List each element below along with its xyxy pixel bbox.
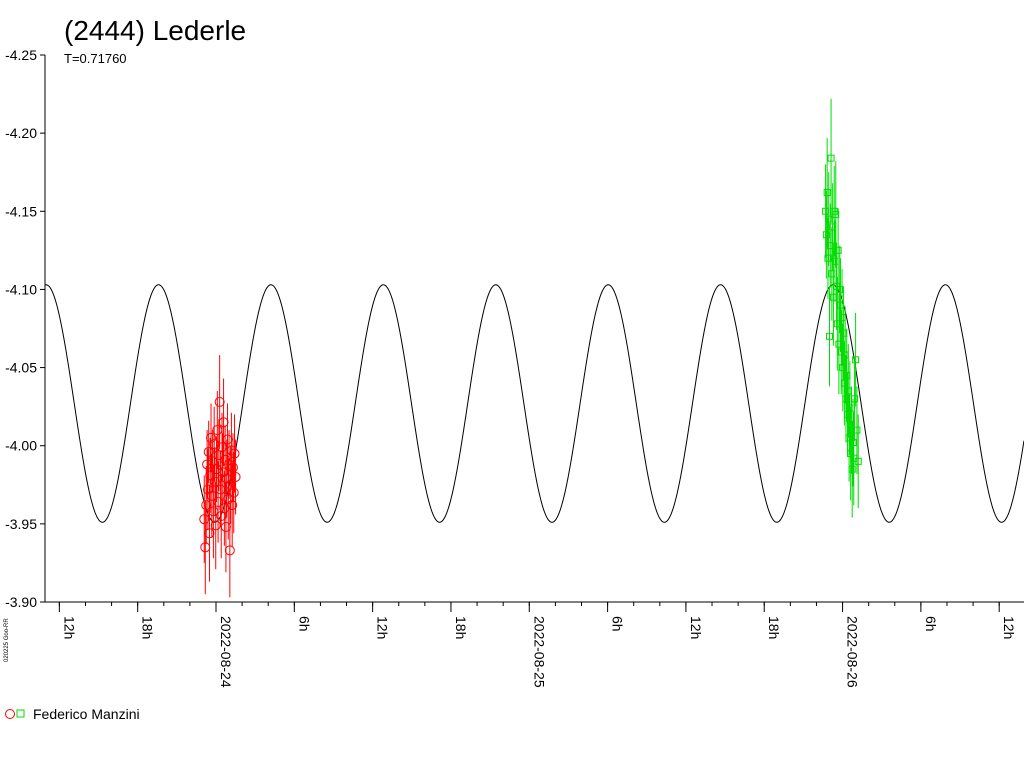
data-point-square <box>826 242 834 250</box>
y-tick-label: -4.05 <box>5 360 37 376</box>
data-point-square <box>822 231 830 239</box>
chart-title: (2444) Lederle <box>64 15 246 46</box>
data-point-circle <box>211 464 222 475</box>
x-tick-label: 12h <box>375 616 391 639</box>
data-point-circle <box>214 396 225 407</box>
watermark: 020225 Goo-RR <box>4 618 10 662</box>
data-point-circle <box>220 521 231 532</box>
data-point-circle <box>230 471 241 482</box>
x-tick-label: 6h <box>610 616 626 632</box>
x-tick-label: 12h <box>61 616 77 639</box>
data-point-circle <box>203 446 214 457</box>
data-point-circle <box>227 462 238 473</box>
y-ticks: -4.25 -4.20 -4.15 -4.10 -4.05 -4.00 -3.95 -3.90 <box>5 47 45 610</box>
data-point-circle <box>229 448 240 459</box>
y-tick-label: -3.95 <box>5 516 37 532</box>
data-point-square <box>852 356 860 364</box>
x-tick-label: 18h <box>766 616 782 639</box>
x-tick-label: 18h <box>453 616 469 639</box>
data-point-square <box>848 465 856 473</box>
x-tick-label: 6h <box>296 616 312 632</box>
x-ticks: 12h 18h 2022-08-24 6h 12h 18h 2022-08-25 6h 12h 1… <box>58 602 1017 688</box>
legend-circle-marker <box>5 709 15 719</box>
x-tick-label: 2022-08-26 <box>845 616 861 688</box>
x-tick-label: 2022-08-25 <box>531 616 547 688</box>
data-point-circle <box>227 500 238 511</box>
data-point-square <box>832 210 840 218</box>
x-tick-label: 2022-08-24 <box>218 616 234 688</box>
data-point-circle <box>222 434 233 445</box>
data-point-square <box>849 439 857 447</box>
y-tick-label: -3.90 <box>5 594 37 610</box>
model-curve <box>44 284 1024 523</box>
x-tick-label: 6h <box>923 616 939 632</box>
chart-subtitle: T=0.71760 <box>64 51 127 66</box>
data-point-square <box>853 426 861 434</box>
data-point-circle <box>224 545 235 556</box>
data-point-circle <box>209 476 220 487</box>
data-point-circle <box>206 432 217 443</box>
data-point-square <box>823 189 831 197</box>
data-point-square <box>836 285 844 293</box>
x-tick-label: 12h <box>1001 616 1017 639</box>
data-point-square <box>827 154 835 162</box>
axes <box>44 55 1024 603</box>
y-tick-label: -4.10 <box>5 281 37 297</box>
y-tick-label: -4.25 <box>5 47 37 63</box>
data-point-square <box>834 246 842 254</box>
data-point-square <box>854 457 862 465</box>
data-point-circle <box>204 528 215 539</box>
data-point-square <box>826 332 834 340</box>
legend: Federico Manzini <box>5 706 140 722</box>
y-tick-label: -4.00 <box>5 438 37 454</box>
data-point-square <box>825 215 833 223</box>
data-point-circle <box>218 417 229 428</box>
data-point-square <box>851 395 859 403</box>
x-tick-label: 12h <box>688 616 704 639</box>
data-point-circle <box>228 487 239 498</box>
legend-label: Federico Manzini <box>33 706 140 722</box>
y-tick-label: -4.20 <box>5 125 37 141</box>
legend-square-marker <box>16 709 25 718</box>
data-point-square <box>824 254 832 262</box>
model-curve-layer <box>44 284 1024 523</box>
data-points-layer <box>199 98 862 598</box>
x-tick-label: 18h <box>140 616 156 639</box>
data-point-circle <box>199 514 210 525</box>
y-tick-label: -4.15 <box>5 203 37 219</box>
